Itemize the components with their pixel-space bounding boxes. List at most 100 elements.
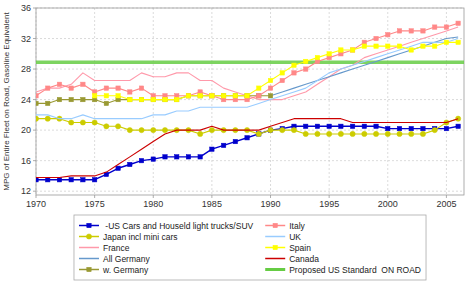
- series-line: [36, 39, 458, 119]
- series-marker: [373, 131, 378, 136]
- legend-marker: [86, 234, 91, 239]
- tick-label-y: 20: [21, 125, 31, 135]
- series-marker: [256, 131, 261, 136]
- series-marker: [175, 97, 179, 101]
- tick-y: [33, 130, 36, 131]
- series-marker: [268, 86, 272, 90]
- tick-x: [329, 195, 330, 198]
- series-marker: [210, 94, 214, 98]
- series-marker: [397, 126, 401, 130]
- series-marker: [92, 94, 96, 98]
- series-marker: [303, 124, 307, 128]
- series-marker: [386, 33, 390, 37]
- tick-y: [33, 69, 36, 70]
- tick-label-y: 36: [21, 3, 31, 13]
- series-marker: [163, 97, 167, 101]
- tick-y: [33, 191, 36, 192]
- series-marker: [362, 131, 367, 136]
- tick-label-x: 1975: [85, 199, 105, 209]
- series-marker: [128, 97, 132, 101]
- tick-label-y: 12: [21, 186, 31, 196]
- series-marker: [327, 52, 331, 56]
- series-marker: [327, 124, 331, 128]
- legend: -US Cars and Houseld light trucks/SUVJap…: [74, 215, 426, 280]
- series-marker: [115, 124, 120, 129]
- grid-line-x: [270, 8, 271, 195]
- series-marker: [69, 86, 73, 90]
- series-line: [36, 119, 458, 178]
- tick-label-y: 28: [21, 64, 31, 74]
- series-marker: [444, 40, 448, 44]
- series-marker: [257, 132, 261, 136]
- series-marker: [209, 128, 214, 133]
- series-marker: [303, 131, 308, 136]
- legend-marker: [273, 223, 277, 227]
- series-marker: [80, 120, 85, 125]
- series-marker: [210, 147, 214, 151]
- series-marker: [81, 82, 85, 86]
- grid-line-y: [36, 69, 464, 70]
- grid-line-y: [36, 38, 464, 39]
- series-marker: [280, 71, 284, 75]
- series-marker: [233, 94, 237, 98]
- series-marker: [163, 155, 167, 159]
- series-marker: [186, 94, 190, 98]
- series-marker: [327, 131, 332, 136]
- series-marker: [291, 128, 296, 133]
- tick-label-x: 1970: [26, 199, 46, 209]
- grid-line-x: [446, 8, 447, 195]
- tick-y: [33, 38, 36, 39]
- series-marker: [409, 29, 413, 33]
- series-marker: [221, 94, 225, 98]
- series-marker: [104, 94, 108, 98]
- tick-label-y: 24: [21, 95, 31, 105]
- series-marker: [374, 124, 378, 128]
- series-marker: [116, 86, 120, 90]
- legend-label: France: [103, 243, 130, 253]
- series-marker: [81, 178, 85, 182]
- tick-y: [33, 8, 36, 9]
- series-marker: [92, 120, 97, 125]
- series-marker: [139, 128, 144, 133]
- series-marker: [57, 97, 61, 101]
- series-marker: [257, 94, 261, 98]
- series-marker: [339, 48, 343, 52]
- series-marker: [421, 126, 425, 130]
- legend-label: Japan incl mini cars: [103, 232, 178, 242]
- series-marker: [139, 97, 143, 101]
- series-marker: [444, 25, 448, 29]
- tick-y: [33, 160, 36, 161]
- series-marker: [409, 131, 414, 136]
- series-marker: [268, 94, 272, 98]
- series-marker: [268, 128, 273, 133]
- series-marker: [303, 67, 307, 71]
- series-marker: [139, 86, 143, 90]
- grid: [36, 8, 464, 195]
- tick-label-x: 1980: [143, 199, 163, 209]
- tick-x: [446, 195, 447, 198]
- y-axis-label: MPG of Entire Fleet on Road, Gasoline Eq…: [2, 12, 11, 191]
- series-marker: [92, 178, 96, 182]
- series-marker: [280, 78, 284, 82]
- series-marker: [257, 94, 261, 98]
- grid-line-y: [36, 191, 464, 192]
- legend-marker: [273, 245, 277, 249]
- series-marker: [210, 94, 214, 98]
- series-marker: [128, 162, 132, 166]
- series-marker: [163, 97, 167, 101]
- series-marker: [245, 94, 249, 98]
- series-marker: [385, 131, 390, 136]
- series-marker: [374, 36, 378, 40]
- series-marker: [409, 126, 413, 130]
- grid-line-x: [211, 8, 212, 195]
- series-marker: [198, 94, 202, 98]
- series-marker: [36, 116, 39, 121]
- series-marker: [198, 155, 202, 159]
- series-marker: [151, 97, 155, 101]
- legend-swatch: [265, 268, 285, 271]
- legend-swatch: [79, 258, 99, 260]
- plot-frame: [36, 8, 464, 195]
- series-marker: [397, 29, 401, 33]
- tick-label-x: 1995: [319, 199, 339, 209]
- series-marker: [221, 143, 225, 147]
